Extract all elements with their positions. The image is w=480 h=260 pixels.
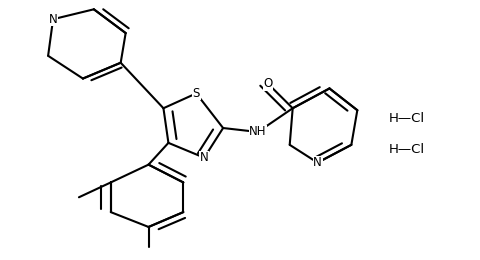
- Text: NH: NH: [249, 126, 267, 139]
- Text: S: S: [192, 87, 200, 100]
- Text: N: N: [48, 13, 58, 26]
- Text: H—Cl: H—Cl: [389, 143, 425, 156]
- Text: N: N: [200, 151, 209, 164]
- Text: O: O: [263, 77, 273, 90]
- Text: H—Cl: H—Cl: [389, 112, 425, 125]
- Text: N: N: [313, 156, 322, 169]
